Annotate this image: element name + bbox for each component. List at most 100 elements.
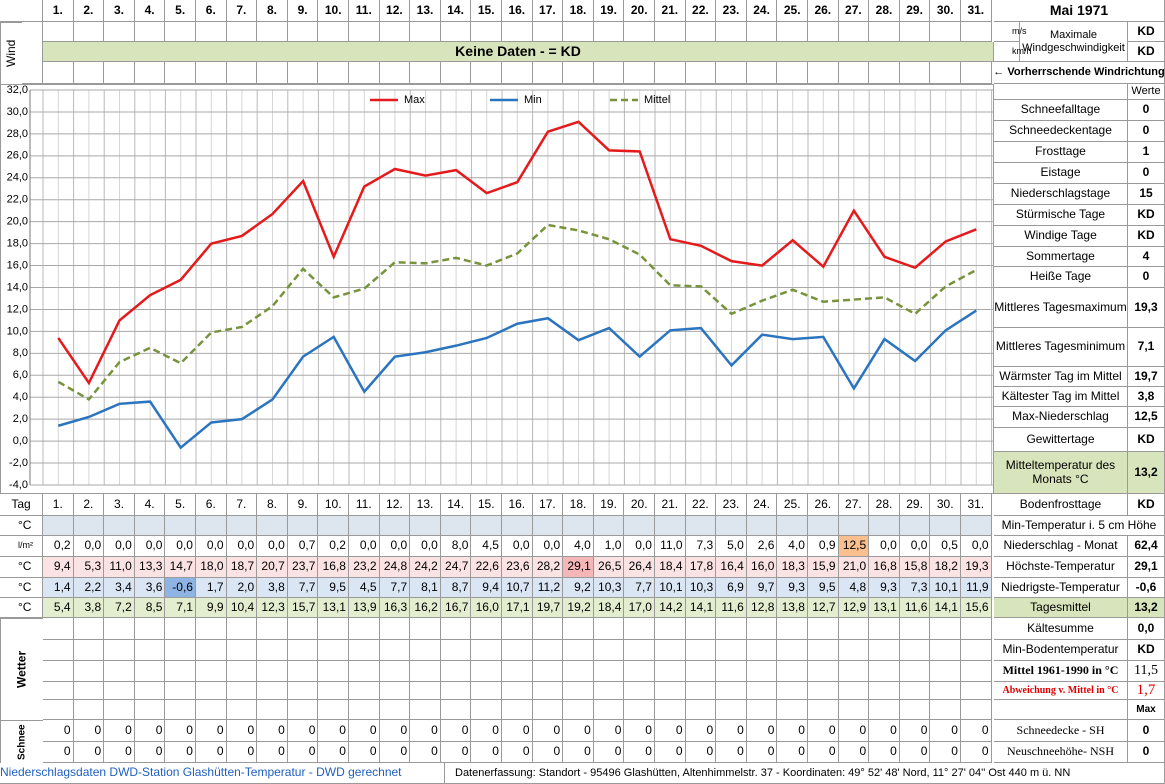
footer-right: Datenerfassung: Standort - 95496 Glashüt…: [445, 763, 1165, 784]
day-header: 24.: [746, 0, 778, 22]
wind-max-value: KD: [1128, 42, 1165, 62]
y-tick-label: 22,0: [7, 194, 28, 206]
precip-cell: 0,0: [532, 536, 564, 557]
snow-cell: 0: [318, 720, 349, 742]
min5-cell: [961, 516, 992, 536]
wetter-cell: [716, 640, 747, 661]
wind-cell: [226, 22, 258, 42]
temp-cell: 10,1: [930, 578, 961, 598]
wind-cell: [257, 62, 288, 84]
wetter-cell: [930, 682, 961, 700]
day-label: 6.: [196, 494, 227, 516]
summary-value: 3,8: [1128, 387, 1165, 407]
wetter-cell: [930, 618, 961, 640]
wind-cell: [287, 62, 319, 84]
temp-cell: 23,7: [287, 557, 319, 578]
wetter-cell: [440, 640, 472, 661]
wetter-cell: [226, 618, 258, 640]
summary-label: Max-Niederschlag: [994, 407, 1128, 428]
day-header: 4.: [134, 0, 166, 22]
wetter-cell: [655, 618, 686, 640]
precip-cell: 0,0: [104, 536, 135, 557]
unit: l/m²: [0, 536, 43, 557]
summary-label: Höchste-Temperatur: [994, 557, 1128, 578]
snow-cell: 0: [226, 742, 258, 763]
temp-cell: 4,8: [838, 578, 870, 598]
wetter-cell: [838, 640, 870, 661]
temp-cell: 15,6: [961, 598, 992, 618]
wetter-cell: [257, 661, 288, 682]
wetter-cell: [777, 640, 808, 661]
snow-cell: 0: [471, 720, 502, 742]
snow-cell: 0: [287, 720, 319, 742]
summary-label: Min-Temperatur i. 5 cm Höhe: [994, 516, 1165, 536]
summary-label: Eistage: [994, 163, 1128, 184]
summary-label: Schneedecke - SH: [994, 720, 1128, 742]
wind-cell: [43, 62, 74, 84]
summary-label: [994, 700, 1128, 720]
day-label: 12.: [379, 494, 411, 516]
wetter-cell: [134, 682, 166, 700]
day-header: 16.: [502, 0, 533, 22]
precip-cell: 4,0: [563, 536, 594, 557]
wetter-cell: [257, 700, 288, 720]
temp-cell: 12,7: [808, 598, 839, 618]
wetter-cell: [746, 661, 778, 682]
min5-cell: [532, 516, 564, 536]
temp-cell: 14,7: [165, 557, 196, 578]
wind-cell: [134, 62, 166, 84]
summary-label: Bodenfrosttage: [994, 494, 1128, 516]
wetter-cell: [624, 640, 655, 661]
wetter-cell: [257, 618, 288, 640]
min5-cell: [808, 516, 839, 536]
day-header: 11.: [349, 0, 380, 22]
snow-cell: 0: [318, 742, 349, 763]
summary-label: Kältesumme: [994, 618, 1128, 640]
summary-value: KD: [1128, 226, 1165, 247]
wetter-cell: [196, 618, 227, 640]
wetter-cell: [593, 618, 625, 640]
temp-cell: 18,0: [196, 557, 227, 578]
snow-cell: 0: [349, 720, 380, 742]
wetter-cell: [134, 640, 166, 661]
wind-cell: [930, 62, 961, 84]
wind-cell: [410, 22, 441, 42]
day-header: 17.: [532, 0, 564, 22]
wetter-cell: [165, 682, 196, 700]
temp-cell: 21,0: [838, 557, 870, 578]
day-label: 30.: [930, 494, 961, 516]
day-label: 9.: [287, 494, 319, 516]
day-header: 8.: [257, 0, 288, 22]
summary-label: Sommertage: [994, 247, 1128, 267]
precip-cell: 0,0: [869, 536, 900, 557]
series-line: [57, 309, 977, 450]
temp-cell: 14,1: [930, 598, 961, 618]
precip-cell: 5,0: [716, 536, 747, 557]
temp-cell: 11,6: [899, 598, 931, 618]
day-header: 20.: [624, 0, 655, 22]
wetter-cell: [961, 640, 992, 661]
min5-cell: [226, 516, 258, 536]
temp-cell: 7,3: [899, 578, 931, 598]
precip-cell: 11,0: [655, 536, 686, 557]
snow-cell: 0: [134, 720, 166, 742]
min5-cell: [104, 516, 135, 536]
temp-cell: 11,9: [961, 578, 992, 598]
wetter-cell: [746, 700, 778, 720]
temp-cell: 10,1: [655, 578, 686, 598]
day-header: 29.: [899, 0, 931, 22]
series-line: [57, 120, 977, 386]
wetter-cell: [502, 700, 533, 720]
wind-cell: [104, 62, 135, 84]
temp-cell: 7,7: [624, 578, 655, 598]
min5-cell: [899, 516, 931, 536]
wind-cell: [838, 22, 870, 42]
temp-cell: 24,7: [440, 557, 472, 578]
snow-cell: 0: [961, 742, 992, 763]
wetter-cell: [532, 682, 564, 700]
wetter-cell: [104, 618, 135, 640]
wetter-cell: [318, 661, 349, 682]
snow-cell: 0: [746, 720, 778, 742]
day-header: 22.: [685, 0, 717, 22]
wetter-cell: [655, 640, 686, 661]
